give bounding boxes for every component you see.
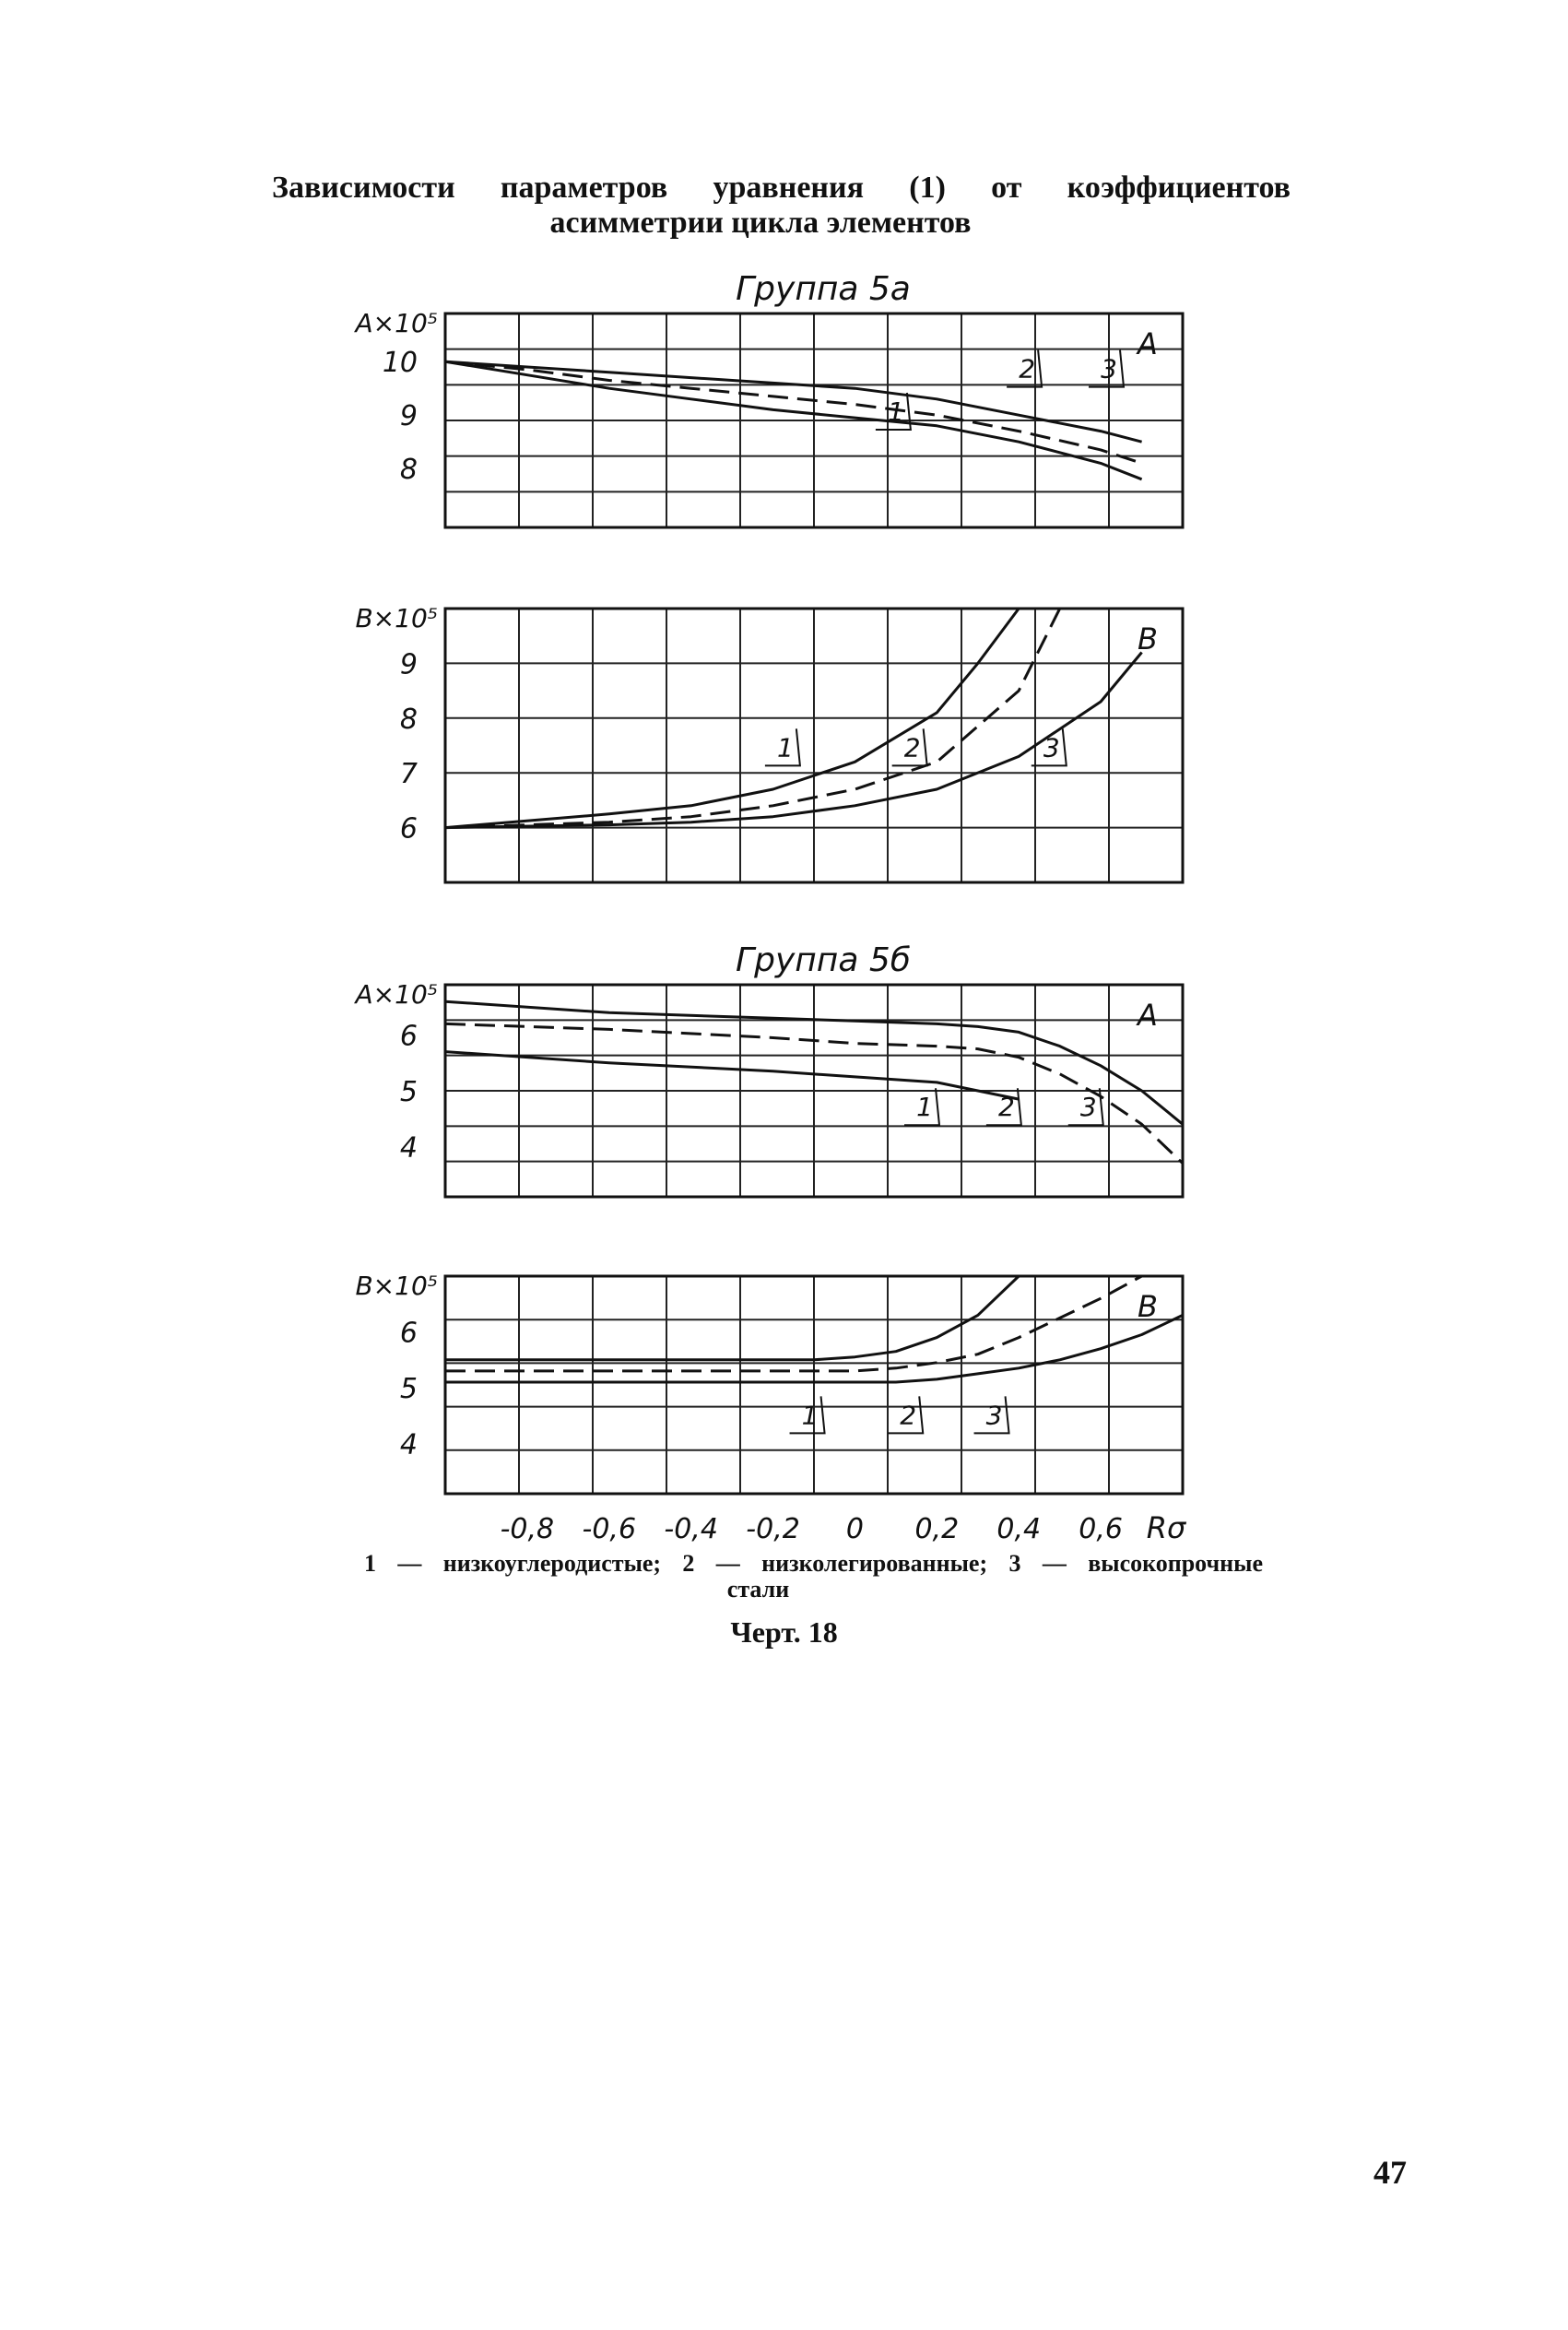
series-label-2: 2 xyxy=(900,1400,916,1430)
plot-frame xyxy=(443,312,1185,529)
series-leader xyxy=(789,1396,826,1435)
figure-title-line-1: Зависимости параметров уравнения (1) от … xyxy=(272,171,1291,205)
y-tick-label: 6 xyxy=(400,1020,418,1052)
series-line-3 xyxy=(445,651,1143,830)
series-label-1: 1 xyxy=(888,396,904,427)
series-line-1 xyxy=(445,360,1143,481)
y-tick-label: 9 xyxy=(400,400,418,432)
x-tick-label: -0,6 xyxy=(583,1513,637,1545)
series-label-3: 3 xyxy=(1101,354,1117,384)
plot-frame xyxy=(443,607,1185,884)
x-tick-label: -0,4 xyxy=(664,1513,718,1545)
series-label-3: 3 xyxy=(1080,1092,1097,1122)
panel-label: A xyxy=(1136,326,1158,361)
y-tick-label: 8 xyxy=(400,454,418,486)
series-line-3 xyxy=(445,999,1183,1126)
series-line-3 xyxy=(445,1314,1183,1384)
y-tick-label: 5 xyxy=(400,1076,418,1108)
chart-panel-2: B×10⁵ 9 8 7 6 B 1 2 3 xyxy=(355,603,1185,884)
y-tick-label: 9 xyxy=(400,648,418,680)
series-leader xyxy=(904,1088,941,1127)
series-line-2 xyxy=(445,609,1062,830)
figure-caption: Черт. 18 xyxy=(730,1615,838,1649)
series-line-1 xyxy=(445,1050,1020,1101)
y-axis-label: B×10⁵ xyxy=(355,1271,438,1301)
panel-label: A xyxy=(1136,998,1158,1033)
series-leader xyxy=(1089,349,1126,388)
series-label-1: 1 xyxy=(777,732,794,763)
series-leader xyxy=(985,1088,1022,1127)
group-title: Группа 5а xyxy=(736,270,911,308)
legend-line-2: стали xyxy=(726,1576,790,1603)
series-label-1: 1 xyxy=(802,1400,819,1430)
series-label-2: 2 xyxy=(998,1092,1015,1122)
series-label-2: 2 xyxy=(1019,354,1035,384)
y-tick-label: 6 xyxy=(400,1318,418,1350)
series-line-1 xyxy=(445,1276,1020,1362)
page-number: 47 xyxy=(1373,2154,1407,2191)
series-leader xyxy=(1031,728,1067,767)
series-label-2: 2 xyxy=(904,732,921,763)
series-leader xyxy=(1007,349,1043,388)
series-leader xyxy=(891,728,928,767)
y-tick-label: 7 xyxy=(400,758,418,790)
x-tick-label: 0,6 xyxy=(1079,1513,1123,1545)
y-tick-label: 6 xyxy=(400,813,418,846)
y-tick-label: 8 xyxy=(400,704,418,736)
series-line-1 xyxy=(445,609,1020,830)
series-label-1: 1 xyxy=(916,1092,933,1122)
group-title: Группа 5б xyxy=(736,941,911,979)
y-axis-label: A×10⁵ xyxy=(354,308,438,338)
series-leader xyxy=(875,392,912,431)
series-line-2 xyxy=(445,1276,1143,1373)
x-axis-label: Rσ xyxy=(1147,1510,1187,1545)
series-line-3 xyxy=(445,360,1142,444)
x-tick-label: -0,2 xyxy=(746,1513,800,1545)
series-leader xyxy=(973,1396,1010,1435)
plot-frame xyxy=(443,1274,1185,1496)
figure-title: Зависимости параметров уравнения (1) от … xyxy=(230,171,1291,241)
chart-panel-1: Группа 5а A×10⁵ 10 9 8 A 1 2 3 xyxy=(354,270,1185,529)
x-tick-label: -0,8 xyxy=(501,1513,555,1545)
y-tick-label: 10 xyxy=(383,347,418,379)
chart-panel-4: B×10⁵ 6 5 4 B 1 2 3 -0,8 -0,6 -0,4 -0,2 0 0,2 0,4 0,6 Rσ xyxy=(355,1271,1187,1545)
series-line-2 xyxy=(445,1022,1183,1165)
y-axis-label: A×10⁵ xyxy=(354,979,438,1010)
x-tick-label: 0 xyxy=(846,1513,864,1545)
series-leader xyxy=(1067,1088,1104,1127)
panel-label: B xyxy=(1138,1289,1158,1324)
chart-panel-3: Группа 5б A×10⁵ 6 5 4 A 1 2 3 xyxy=(354,941,1185,1199)
x-tick-label: 0,2 xyxy=(914,1513,959,1545)
y-tick-label: 5 xyxy=(400,1373,418,1405)
series-line-2 xyxy=(445,360,1143,465)
series-label-3: 3 xyxy=(986,1400,1003,1430)
y-tick-label: 4 xyxy=(400,1429,418,1461)
series-leader xyxy=(888,1396,925,1435)
legend-line-1: 1 — низкоуглеродистые; 2 — низколегирова… xyxy=(364,1550,1263,1577)
y-tick-label: 4 xyxy=(400,1132,418,1165)
series-leader xyxy=(764,728,801,767)
panel-label: B xyxy=(1138,621,1158,656)
plot-frame xyxy=(443,983,1185,1199)
series-label-3: 3 xyxy=(1043,732,1060,763)
y-axis-label: B×10⁵ xyxy=(355,603,438,633)
legend: 1 — низкоуглеродистые; 2 — низколегирова… xyxy=(364,1551,1263,1603)
x-tick-label: 0,4 xyxy=(996,1513,1041,1545)
figure-title-line-2: асимметрии цикла элементов xyxy=(549,206,972,240)
